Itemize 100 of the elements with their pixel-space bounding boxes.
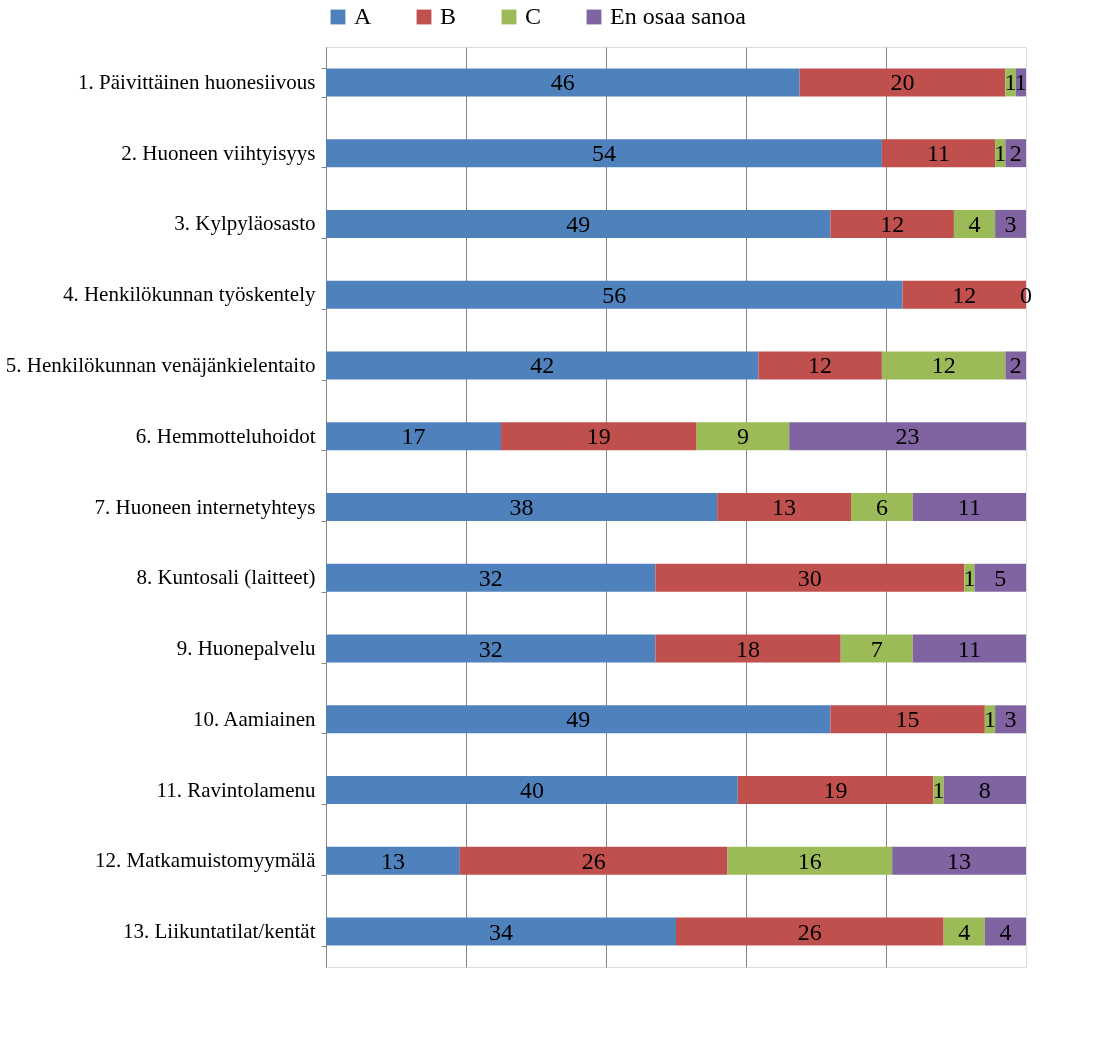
data-label: 23 bbox=[895, 423, 920, 450]
data-label: 12 bbox=[808, 352, 833, 379]
data-label: 12 bbox=[931, 352, 956, 379]
bar bbox=[881, 351, 1006, 380]
data-label: 38 bbox=[509, 494, 534, 520]
data-label: 46 bbox=[550, 69, 575, 96]
legend-label: B bbox=[440, 3, 457, 29]
data-label: 12 bbox=[952, 281, 977, 308]
bar bbox=[326, 139, 882, 168]
data-label: 11 bbox=[957, 635, 981, 662]
data-label: 9 bbox=[736, 423, 749, 450]
y-tick-label: 8. Kuntosali (laitteet) bbox=[136, 565, 316, 590]
bar bbox=[881, 139, 996, 168]
bar bbox=[326, 846, 460, 875]
data-label: 13 bbox=[380, 847, 405, 874]
data-label: 13 bbox=[947, 847, 972, 874]
data-label: 16 bbox=[797, 847, 822, 874]
y-tick-label: 7. Huoneen internetyhteys bbox=[94, 494, 316, 519]
data-label: 26 bbox=[797, 918, 822, 945]
data-label: 42 bbox=[530, 352, 555, 379]
bar bbox=[326, 634, 656, 663]
bar bbox=[737, 776, 934, 805]
bar bbox=[851, 493, 913, 521]
bar bbox=[984, 917, 1026, 946]
data-label: 11 bbox=[926, 140, 951, 167]
y-tick-label: 5. Henkilökunnan venäjänkielentaito bbox=[5, 352, 316, 377]
legend-label: C bbox=[525, 3, 542, 29]
data-label: 20 bbox=[890, 69, 915, 96]
y-tick-label: 13. Liikuntatilat/kentät bbox=[123, 919, 316, 944]
bar bbox=[326, 68, 800, 97]
bar bbox=[995, 705, 1026, 734]
data-label: 1 bbox=[994, 140, 1007, 167]
data-label: 5 bbox=[994, 564, 1007, 591]
bar bbox=[789, 422, 1026, 451]
bar bbox=[501, 422, 697, 451]
bar bbox=[326, 776, 738, 805]
bar bbox=[326, 209, 831, 238]
y-tick-label: 11. Ravintolamenu bbox=[156, 777, 316, 802]
bar bbox=[912, 634, 1026, 663]
bar bbox=[655, 634, 841, 663]
y-tick-label: 1. Päivittäinen huonesiivous bbox=[78, 69, 316, 94]
bar bbox=[912, 493, 1026, 521]
data-label: 32 bbox=[478, 635, 503, 662]
data-label: 49 bbox=[566, 210, 591, 237]
data-label: 0 bbox=[1020, 281, 1032, 308]
data-label: 2 bbox=[1009, 140, 1022, 167]
bar bbox=[696, 422, 790, 451]
bar bbox=[717, 493, 851, 521]
bar bbox=[326, 917, 676, 946]
y-tick-label: 3. Kylpyläosasto bbox=[174, 211, 316, 236]
data-label: 1 bbox=[963, 564, 976, 591]
legend-label: A bbox=[354, 3, 372, 29]
bar bbox=[326, 705, 831, 734]
legend-label: En osaa sanoa bbox=[610, 3, 747, 29]
data-label: 4 bbox=[999, 918, 1012, 945]
y-tick-label: 10. Aamiainen bbox=[193, 706, 316, 731]
bar bbox=[758, 351, 882, 380]
data-label: 1 bbox=[1004, 69, 1017, 96]
bar bbox=[943, 776, 1026, 805]
bar bbox=[953, 209, 996, 238]
y-tick-label: 6. Hemmotteluhoidot bbox=[135, 423, 316, 448]
data-label: 26 bbox=[581, 847, 606, 874]
bar bbox=[676, 917, 944, 946]
bar bbox=[326, 351, 759, 380]
data-label: 4 bbox=[968, 210, 981, 237]
y-tick-label: 4. Henkilökunnan työskentely bbox=[62, 282, 316, 307]
bar bbox=[326, 563, 656, 592]
bar bbox=[974, 563, 1026, 592]
data-label: 1 bbox=[1014, 69, 1027, 96]
bar bbox=[326, 422, 501, 451]
data-label: 1 bbox=[983, 706, 996, 733]
data-label: 1 bbox=[932, 777, 945, 804]
data-label: 11 bbox=[957, 494, 981, 520]
data-label: 56 bbox=[602, 281, 627, 308]
bar bbox=[830, 209, 954, 238]
bar bbox=[326, 280, 903, 309]
data-label: 8 bbox=[978, 777, 991, 804]
data-label: 7 bbox=[870, 635, 883, 662]
bar bbox=[459, 846, 728, 875]
bar bbox=[655, 563, 965, 592]
bar bbox=[840, 634, 913, 663]
data-label: 12 bbox=[880, 210, 905, 237]
bar bbox=[799, 68, 1006, 97]
y-tick-label: 12. Matkamuistomyymälä bbox=[95, 848, 317, 873]
data-label: 4 bbox=[958, 918, 971, 945]
data-label: 18 bbox=[736, 635, 761, 662]
data-label: 49 bbox=[566, 706, 591, 733]
bar bbox=[995, 209, 1026, 238]
data-label: 34 bbox=[489, 918, 513, 945]
data-label: 3 bbox=[1004, 210, 1017, 237]
data-label: 32 bbox=[478, 564, 503, 591]
data-label: 13 bbox=[772, 494, 797, 520]
data-label: 6 bbox=[875, 494, 888, 520]
data-label: 19 bbox=[823, 777, 848, 804]
data-label: 40 bbox=[519, 777, 544, 804]
data-label: 30 bbox=[797, 564, 822, 591]
data-label: 17 bbox=[401, 423, 426, 450]
bar bbox=[943, 917, 985, 946]
y-tick-label: 2. Huoneen viihtyisyys bbox=[121, 140, 316, 165]
bar bbox=[892, 846, 1026, 875]
